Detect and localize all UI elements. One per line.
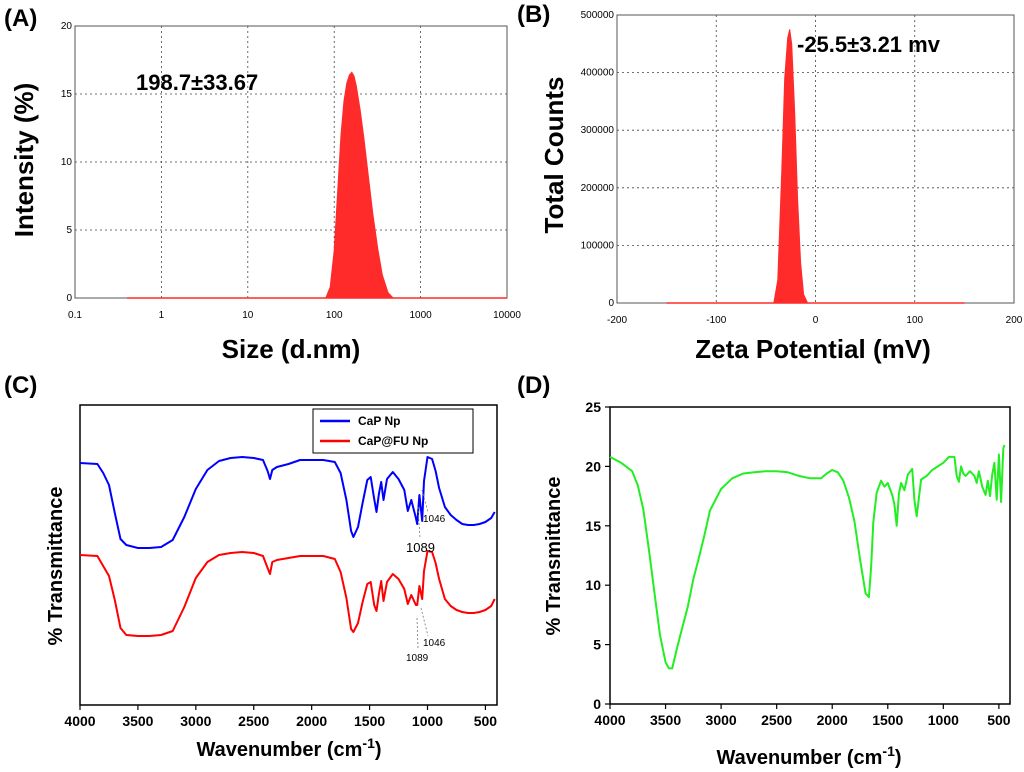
panel-d-label: (D) — [517, 372, 550, 399]
peak-leader-1089-bottom — [416, 617, 419, 649]
x-tick-label: 0 — [813, 315, 819, 326]
y-tick-label: 0 — [608, 298, 614, 309]
panel-b-ticks: -200 -100 0 100 200 0 100000 200000 300000 400000… — [581, 10, 1023, 326]
panel-c: (C) 4000 3500 3000 2500 2000 1500 1000 500 CaP … — [4, 372, 498, 761]
panel-c-ticks: 4000 3500 3000 2500 2000 1500 1000 500 — [64, 705, 497, 729]
x-tick-label: 0.1 — [68, 310, 82, 321]
x-tick-label: 1000 — [928, 712, 959, 728]
series-line-ftir-spectrum — [609, 444, 1006, 670]
panel-b: (B) -200 -100 0 100 200 0 100000 200000 300000 40… — [517, 1, 1023, 364]
panel-a-ticks: 0.1 1 10 100 1000 10000 0 5 10 15 20 — [61, 21, 521, 321]
x-tick-label: 2500 — [238, 713, 269, 729]
panel-d-plot-frame — [609, 406, 1011, 705]
y-tick-label: 300000 — [581, 125, 615, 136]
y-tick-label: 20 — [585, 458, 601, 474]
peak-leader-1046-bottom — [420, 607, 429, 637]
series-line-cap-np — [79, 456, 496, 549]
panel-a-annotation: 198.7±33.67 — [136, 70, 258, 95]
panel-a-marks — [127, 71, 507, 299]
legend-box — [312, 408, 474, 454]
x-tick-label: 3000 — [180, 713, 211, 729]
x-tick-label: 2000 — [817, 712, 848, 728]
panel-b-label: (B) — [517, 1, 550, 28]
panel-a-grid — [75, 26, 507, 298]
y-tick-label: 400000 — [581, 68, 615, 79]
distribution-area — [325, 71, 395, 299]
y-tick-label: 0 — [66, 293, 72, 304]
panel-b-marks — [666, 29, 965, 304]
y-tick-label: 200000 — [581, 183, 615, 194]
peak-leader-1089-top — [417, 506, 421, 539]
panel-b-plot-frame — [616, 14, 1015, 304]
peak-label-1046-top: 1046 — [423, 514, 446, 525]
x-tick-label: 500 — [987, 712, 1011, 728]
panel-c-x-axis-title: Wavenumber (cm-1) — [196, 735, 381, 761]
y-tick-label: 15 — [585, 518, 601, 534]
panel-c-y-axis-title: % Transmittance — [45, 487, 67, 646]
y-tick-label: 25 — [585, 399, 601, 415]
x-tick-label: 2000 — [296, 713, 327, 729]
x-tick-label: 1500 — [872, 712, 903, 728]
panel-c-legend: CaP Np CaP@FU Np — [312, 408, 474, 454]
x-tick-label: 3500 — [650, 712, 681, 728]
panel-b-annotation: -25.5±3.21 mv — [797, 32, 941, 57]
x-tick-label: 500 — [474, 713, 498, 729]
y-tick-label: 500000 — [581, 10, 615, 21]
peak-label-1046-bottom: 1046 — [423, 638, 446, 649]
panel-b-grid — [617, 15, 1014, 303]
panel-d-y-axis-title: % Transmittance — [543, 477, 565, 636]
y-tick-label: 10 — [585, 577, 601, 593]
x-tick-label: 4000 — [64, 713, 95, 729]
x-tick-label: 3500 — [122, 713, 153, 729]
panel-a: (A) 0.1 1 10 100 1000 10000 0 5 10 15 20 198.7±33.… — [4, 5, 521, 364]
x-tick-label: 1000 — [412, 713, 443, 729]
y-tick-label: 20 — [61, 21, 73, 32]
panel-c-marks — [79, 456, 496, 637]
y-tick-label: 0 — [593, 696, 601, 712]
x-tick-label: 10 — [242, 310, 254, 321]
x-tick-label: 100 — [906, 315, 923, 326]
x-tick-label: 100 — [326, 310, 343, 321]
peak-label-1089-top: 1089 — [406, 540, 435, 555]
y-tick-label: 15 — [61, 89, 73, 100]
x-tick-label: 1500 — [354, 713, 385, 729]
panel-d-x-axis-title: Wavenumber (cm-1) — [716, 743, 901, 769]
x-tick-label: 4000 — [594, 712, 625, 728]
x-tick-label: 1000 — [409, 310, 432, 321]
y-tick-label: 100000 — [581, 240, 615, 251]
x-tick-label: 200 — [1006, 315, 1023, 326]
x-tick-label: 1 — [159, 310, 165, 321]
panel-b-x-axis-title: Zeta Potential (mV) — [695, 334, 930, 364]
panel-a-x-axis-title: Size (d.nm) — [222, 334, 361, 364]
panel-a-label: (A) — [4, 5, 37, 32]
x-tick-label: -200 — [607, 315, 627, 326]
panel-c-peak-annotations: 1046 1089 1046 1089 — [406, 489, 446, 664]
panel-a-y-axis-title: Intensity (%) — [9, 83, 39, 238]
x-tick-label: 2500 — [761, 712, 792, 728]
y-tick-label: 5 — [593, 637, 601, 653]
x-tick-label: 10000 — [493, 310, 521, 321]
x-tick-label: -100 — [706, 315, 726, 326]
panel-d: (D) 4000 3500 3000 2500 2000 1500 1000 500 0 5 10 1… — [517, 372, 1011, 769]
x-tick-label: 3000 — [706, 712, 737, 728]
panel-d-ticks: 4000 3500 3000 2500 2000 1500 1000 500 0 5 10 15 20 2… — [585, 399, 1010, 728]
panel-b-y-axis-title: Total Counts — [539, 77, 569, 234]
panel-d-marks — [609, 444, 1006, 670]
y-tick-label: 5 — [66, 225, 72, 236]
distribution-area — [773, 29, 809, 304]
panel-c-label: (C) — [4, 372, 37, 399]
series-line-cap-fu-np — [79, 550, 496, 637]
y-tick-label: 10 — [61, 157, 73, 168]
peak-label-1089-bottom: 1089 — [406, 653, 429, 664]
legend-label-cap-fu-np: CaP@FU Np — [358, 434, 428, 448]
legend-label-cap-np: CaP Np — [358, 414, 400, 428]
